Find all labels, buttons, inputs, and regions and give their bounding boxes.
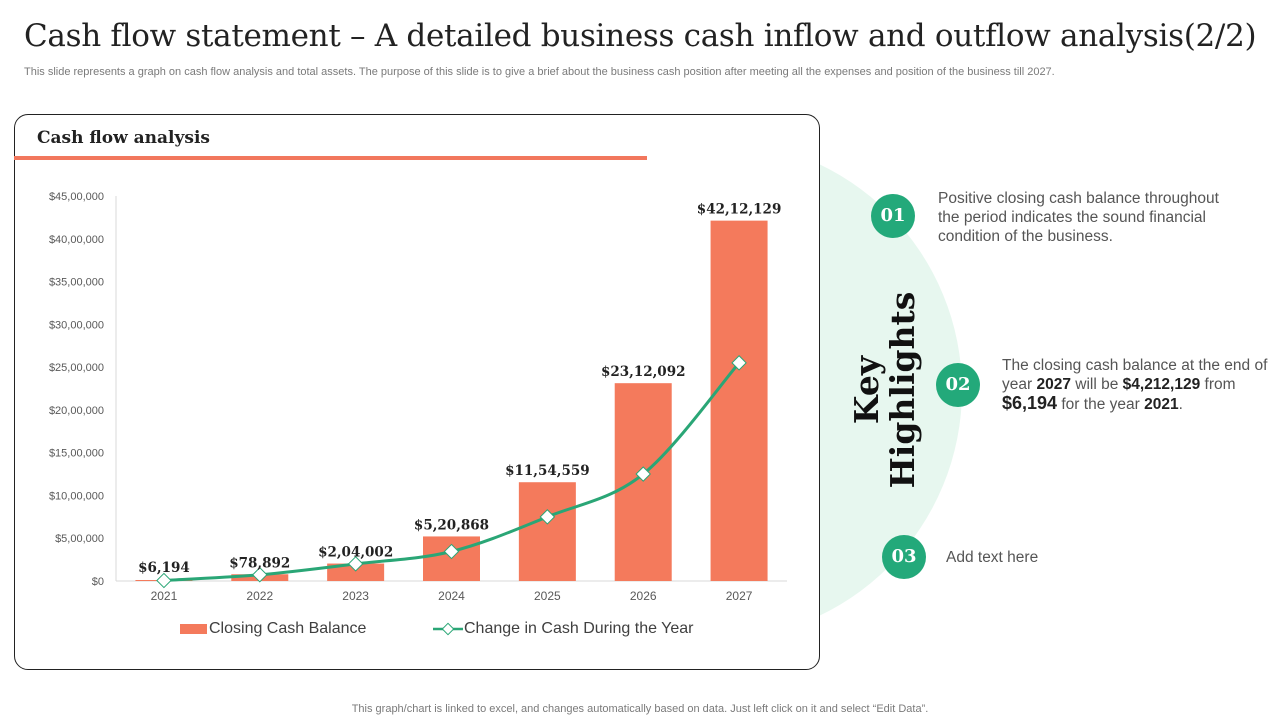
x-tick-label: 2022 [246,589,273,603]
y-tick-label: $0 [92,576,104,588]
line-point-marker [731,355,747,371]
highlight-2-closing-amount: $4,212,129 [1122,376,1201,393]
x-tick-label: 2024 [438,589,465,603]
y-tick-label: $40,00,000 [49,234,104,246]
legend-label-change-in-cash: Change in Cash During the Year [464,620,694,637]
line-point-marker [443,543,460,560]
highlight-2-start-amount: $6,194 [1002,393,1058,413]
y-tick-label: $45,00,000 [49,191,104,203]
highlight-number-badge-1: 01 [871,194,915,238]
y-tick-label: $30,00,000 [49,319,104,331]
bar-value-label: $5,20,868 [414,517,489,533]
chart-card[interactable]: Cash flow analysis $0 $5,00,000 $10,00,000… [14,114,820,670]
highlight-text-1: Positive closing cash balance throughout… [938,190,1219,245]
highlight-2-year-end: 2027 [1036,376,1071,393]
bar-value-label: $2,04,002 [318,545,393,561]
x-tick-label: 2021 [151,589,178,603]
bar-value-label: $42,12,129 [697,202,782,218]
key-highlights-heading-line2: Highlights [883,291,922,489]
page-title: Cash flow statement – A detailed busines… [24,18,1257,54]
y-tick-label: $35,00,000 [49,277,104,289]
line-point-marker [539,509,556,525]
bar-value-label: $11,54,559 [505,463,590,479]
bar-value-label: $6,194 [138,560,190,576]
chart-card-accent-rule [14,156,647,160]
highlight-text-3[interactable]: Add text here [946,549,1039,566]
bar-closing-cash-balance [710,220,768,581]
bar-value-label: $78,892 [229,555,290,571]
highlight-number-badge-2: 02 [936,363,980,407]
highlight-2-text-part: The closing cash balance at the end of y… [1002,357,1268,393]
highlight-2-text-part: for the year [1057,396,1145,413]
highlight-2-year-start: 2021 [1144,396,1179,413]
bar-closing-cash-balance [614,383,672,581]
x-tick-label: 2027 [726,589,753,603]
key-highlights-heading: Key Highlights [847,291,922,489]
y-tick-label: $10,00,000 [49,490,104,502]
cash-flow-chart[interactable]: $0 $5,00,000 $10,00,000 $15,00,000 $20,00,00… [15,115,819,669]
x-tick-label: 2026 [630,589,657,603]
legend-swatch-closing-cash-balance [180,624,207,634]
bar-closing-cash-balance [327,563,385,581]
chart-card-title: Cash flow analysis [37,128,210,148]
highlight-2-text-part: . [1178,396,1183,413]
legend-label-closing-cash-balance: Closing Cash Balance [209,620,367,637]
y-tick-label: $20,00,000 [49,405,104,417]
line-point-marker [635,466,651,482]
page-subtitle: This slide represents a graph on cash fl… [24,66,1055,78]
line-point-marker [156,572,172,589]
highlight-number-badge-3: 03 [882,535,926,579]
line-point-marker [347,556,364,572]
bar-closing-cash-balance [518,482,576,581]
footer-note: This graph/chart is linked to excel, and… [351,703,929,715]
x-tick-label: 2025 [534,589,561,603]
legend-marker-change-in-cash [441,622,455,636]
y-tick-label: $5,00,000 [55,533,104,545]
highlight-2-text-part: from [1200,376,1236,393]
highlight-text-2: The closing cash balance at the end of y… [1002,356,1270,414]
bar-value-label: $23,12,092 [601,364,686,380]
y-tick-label: $15,00,000 [49,448,104,460]
key-highlights-heading-line1: Key [847,355,886,425]
x-tick-label: 2023 [342,589,369,603]
highlight-2-text-part: will be [1070,376,1123,393]
y-tick-label: $25,00,000 [49,362,104,374]
line-point-marker [252,567,268,583]
